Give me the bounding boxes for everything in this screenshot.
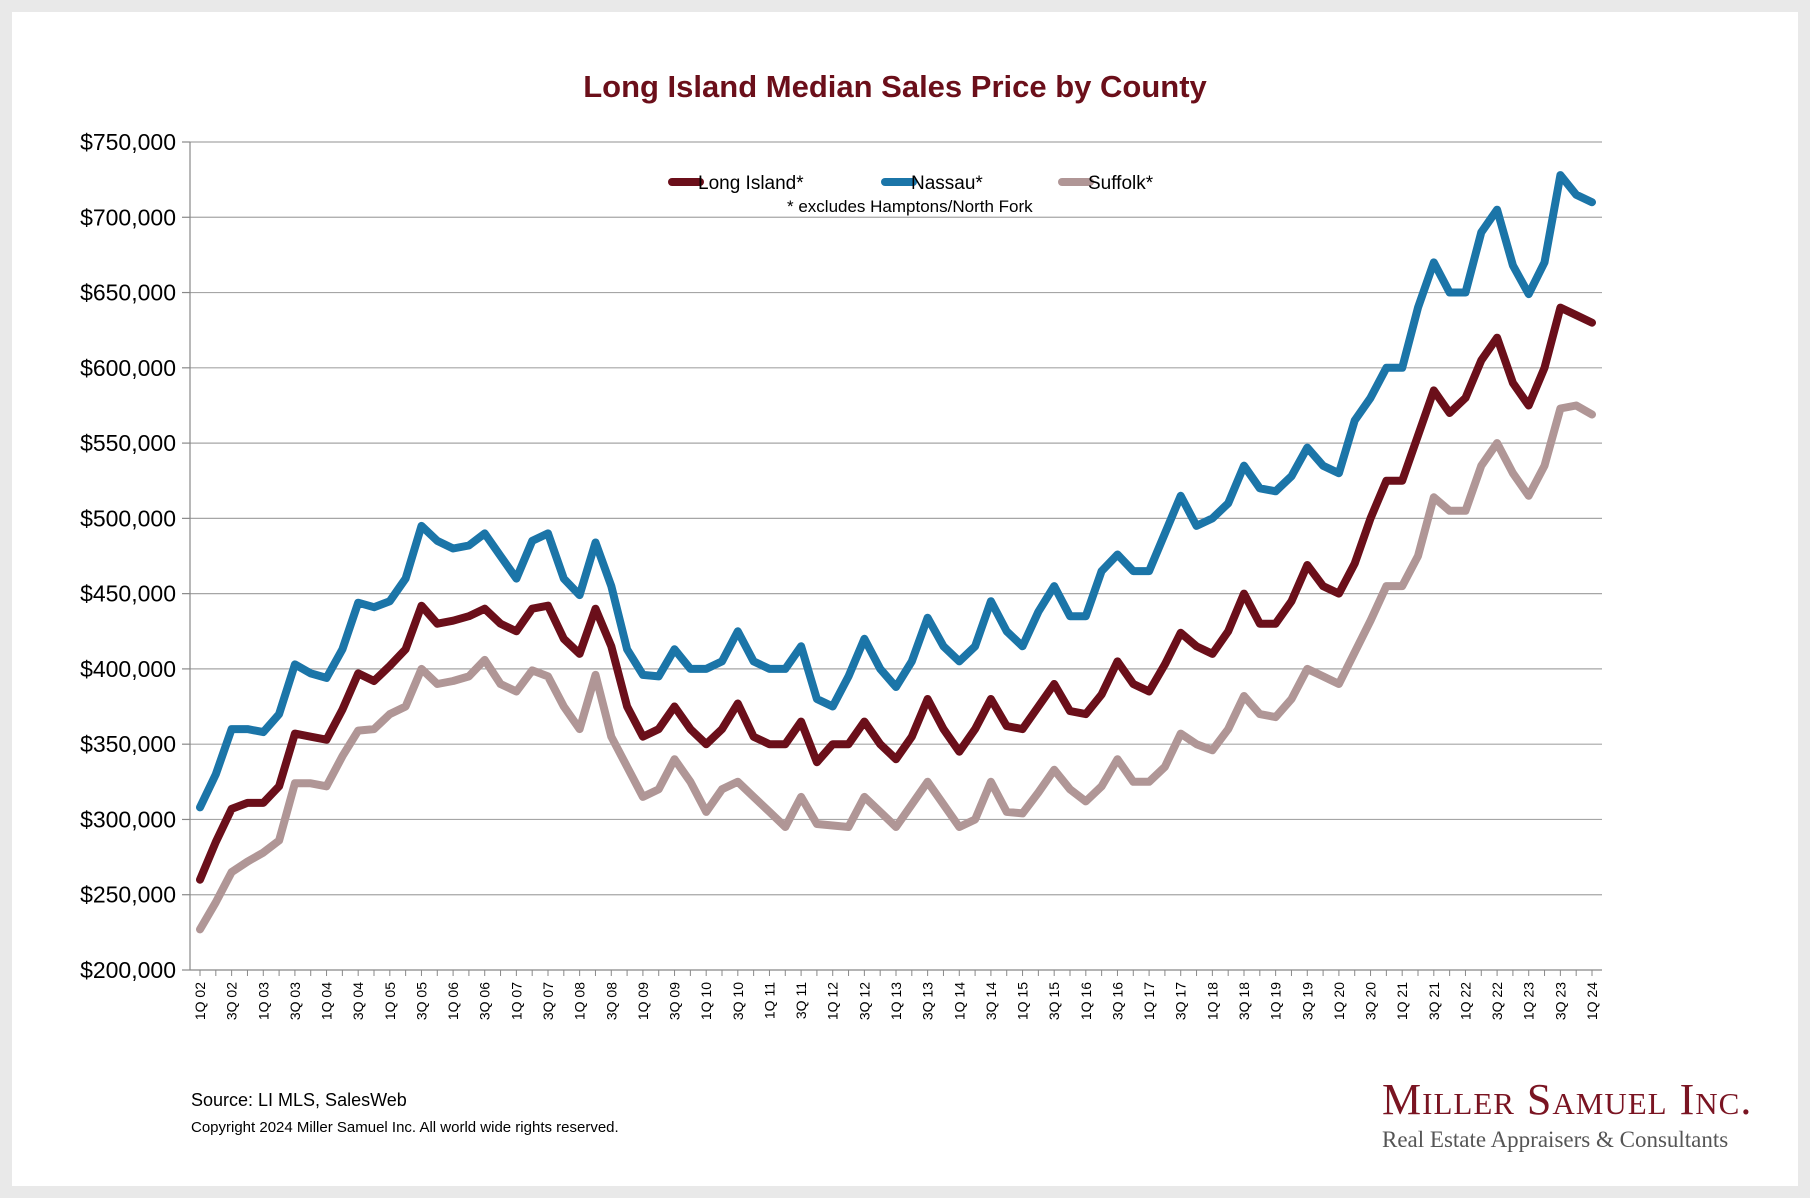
x-tick-label: 3Q 02 bbox=[224, 982, 240, 1020]
x-tick-label: 1Q 16 bbox=[1078, 982, 1094, 1020]
legend-label: Suffolk* bbox=[1088, 173, 1154, 194]
x-tick-label: 3Q 23 bbox=[1552, 982, 1568, 1020]
series-line-suffolk bbox=[196, 401, 1596, 934]
x-tick-label: 3Q 15 bbox=[1046, 982, 1062, 1020]
y-tick-label: $550,000 bbox=[80, 430, 176, 456]
x-tick-label: 1Q 19 bbox=[1268, 982, 1284, 1020]
y-tick-label: $600,000 bbox=[80, 355, 176, 381]
x-tick-label: 3Q 14 bbox=[983, 982, 999, 1020]
x-tick-label: 3Q 08 bbox=[603, 982, 619, 1020]
x-tick-label: 3Q 09 bbox=[667, 982, 683, 1020]
x-tick-label: 1Q 18 bbox=[1204, 982, 1220, 1020]
legend: Long Island* Nassau* Suffolk* bbox=[668, 173, 1154, 194]
x-tick-label: 1Q 07 bbox=[508, 982, 524, 1020]
copyright-note: Copyright 2024 Miller Samuel Inc. All wo… bbox=[191, 1119, 619, 1136]
x-tick-label: 1Q 22 bbox=[1457, 982, 1473, 1020]
source-note: Source: LI MLS, SalesWeb bbox=[191, 1090, 407, 1110]
x-tick-label: 3Q 07 bbox=[540, 982, 556, 1020]
y-tick-label: $650,000 bbox=[80, 280, 176, 306]
x-tick-label: 3Q 13 bbox=[920, 982, 936, 1020]
y-axis-ticks: $200,000 $250,000 $300,000 $350,000 $400,000… bbox=[80, 129, 176, 983]
x-tick-label: 1Q 08 bbox=[572, 982, 588, 1020]
y-tick-label: $300,000 bbox=[80, 806, 176, 832]
company-logo: Miller Samuel Inc. Real Estate Appraiser… bbox=[1382, 1074, 1762, 1153]
x-tick-label: 3Q 16 bbox=[1109, 982, 1125, 1020]
y-tick-label: $250,000 bbox=[80, 882, 176, 908]
x-tick-label: 3Q 06 bbox=[477, 982, 493, 1020]
x-tick-label: 1Q 05 bbox=[382, 982, 398, 1020]
logo-name: Miller Samuel Inc. bbox=[1382, 1075, 1753, 1124]
y-tick-label: $500,000 bbox=[80, 505, 176, 531]
x-tick-label: 3Q 22 bbox=[1489, 982, 1505, 1020]
x-tick-label: 1Q 12 bbox=[825, 982, 841, 1020]
x-tick-label: 1Q 24 bbox=[1584, 982, 1600, 1020]
x-tick-label: 1Q 23 bbox=[1521, 982, 1537, 1020]
chart: Long Island Median Sales Price by County… bbox=[80, 69, 1602, 1020]
y-tick-label: $700,000 bbox=[80, 204, 176, 230]
chart-title: Long Island Median Sales Price by County bbox=[583, 69, 1207, 104]
x-tick-label: 3Q 04 bbox=[350, 982, 366, 1020]
x-tick-label: 1Q 20 bbox=[1331, 982, 1347, 1020]
legend-label: Nassau* bbox=[911, 173, 983, 194]
x-tick-label: 1Q 15 bbox=[1015, 982, 1031, 1020]
x-tick-label: 3Q 11 bbox=[793, 982, 809, 1019]
legend-note: * excludes Hamptons/North Fork bbox=[787, 197, 1033, 216]
chart-page: Long Island Median Sales Price by County… bbox=[12, 12, 1798, 1186]
x-tick-label: 3Q 03 bbox=[287, 982, 303, 1020]
x-tick-label: 1Q 10 bbox=[698, 982, 714, 1020]
series-line-longisland bbox=[196, 303, 1596, 884]
legend-label: Long Island* bbox=[698, 173, 804, 194]
y-tick-label: $350,000 bbox=[80, 731, 176, 757]
x-tick-label: 1Q 06 bbox=[445, 982, 461, 1020]
logo-tagline: Real Estate Appraisers & Consultants bbox=[1382, 1127, 1729, 1152]
x-tick-label: 3Q 19 bbox=[1299, 982, 1315, 1020]
y-tick-label: $750,000 bbox=[80, 129, 176, 155]
x-tick-label: 3Q 20 bbox=[1363, 982, 1379, 1020]
x-tick-label: 1Q 03 bbox=[255, 982, 271, 1020]
y-tick-label: $450,000 bbox=[80, 581, 176, 607]
gridlines bbox=[182, 141, 1602, 976]
x-tick-label: 1Q 14 bbox=[951, 982, 967, 1020]
series-line-nassau bbox=[196, 171, 1596, 812]
x-tick-label: 3Q 21 bbox=[1426, 982, 1442, 1020]
x-tick-label: 1Q 04 bbox=[319, 982, 335, 1020]
y-tick-label: $200,000 bbox=[80, 957, 176, 983]
x-tick-label: 3Q 10 bbox=[730, 982, 746, 1020]
x-tick-label: 1Q 17 bbox=[1141, 982, 1157, 1020]
x-axis-ticks: 1Q 02 3Q 02 1Q 03 3Q 03 1Q 04 3Q 04 1Q 05 3Q 05… bbox=[192, 982, 1600, 1020]
x-tick-label: 3Q 17 bbox=[1173, 982, 1189, 1020]
x-tick-label: 1Q 13 bbox=[888, 982, 904, 1020]
y-tick-label: $400,000 bbox=[80, 656, 176, 682]
x-tick-label: 3Q 18 bbox=[1236, 982, 1252, 1020]
x-tick-label: 3Q 12 bbox=[856, 982, 872, 1020]
x-tick-label: 1Q 02 bbox=[192, 982, 208, 1020]
x-tick-label: 1Q 11 bbox=[761, 982, 777, 1019]
x-tick-label: 1Q 21 bbox=[1394, 982, 1410, 1020]
x-tick-label: 1Q 09 bbox=[635, 982, 651, 1020]
series-lines bbox=[196, 171, 1596, 934]
x-tick-label: 3Q 05 bbox=[413, 982, 429, 1020]
